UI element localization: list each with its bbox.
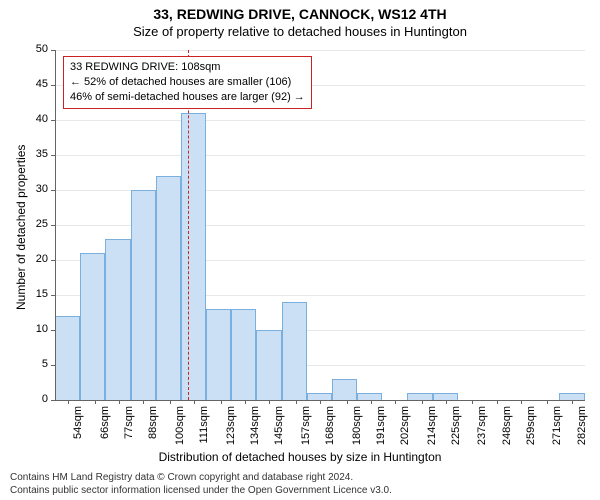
x-tick-label: 225sqm bbox=[450, 406, 462, 454]
x-tick-label: 134sqm bbox=[249, 406, 261, 454]
histogram-bar bbox=[256, 330, 281, 400]
x-tick-label: 145sqm bbox=[273, 406, 285, 454]
y-tick-label: 35 bbox=[20, 148, 48, 160]
x-tick-label: 214sqm bbox=[426, 406, 438, 454]
footer-line1: Contains HM Land Registry data © Crown c… bbox=[10, 472, 392, 485]
histogram-bar bbox=[181, 113, 206, 400]
y-tick-label: 40 bbox=[20, 113, 48, 125]
histogram-bar bbox=[433, 393, 458, 400]
x-tick-label: 54sqm bbox=[72, 406, 84, 454]
annotation-line2: ← 52% of detached houses are smaller (10… bbox=[70, 75, 305, 90]
y-tick-label: 50 bbox=[20, 43, 48, 55]
histogram-bar bbox=[131, 190, 156, 400]
histogram-bar bbox=[282, 302, 307, 400]
x-tick-label: 202sqm bbox=[399, 406, 411, 454]
y-tick-label: 15 bbox=[20, 288, 48, 300]
chart-title: 33, REDWING DRIVE, CANNOCK, WS12 4TH bbox=[0, 6, 600, 22]
y-tick-label: 5 bbox=[20, 358, 48, 370]
annotation-box: 33 REDWING DRIVE: 108sqm ← 52% of detach… bbox=[63, 56, 312, 109]
x-tick-label: 77sqm bbox=[123, 406, 135, 454]
x-tick-label: 282sqm bbox=[576, 406, 588, 454]
histogram-bar bbox=[206, 309, 231, 400]
x-tick-label: 111sqm bbox=[198, 406, 210, 454]
histogram-bar bbox=[55, 316, 80, 400]
x-tick-label: 248sqm bbox=[501, 406, 513, 454]
histogram-bar bbox=[559, 393, 586, 400]
x-tick-label: 66sqm bbox=[99, 406, 111, 454]
gridline bbox=[55, 120, 585, 121]
x-tick-label: 191sqm bbox=[375, 406, 387, 454]
y-axis-line bbox=[55, 50, 56, 400]
histogram-bar bbox=[105, 239, 130, 400]
y-tick-label: 25 bbox=[20, 218, 48, 230]
x-tick-label: 271sqm bbox=[551, 406, 563, 454]
x-tick-label: 168sqm bbox=[324, 406, 336, 454]
y-tick-label: 20 bbox=[20, 253, 48, 265]
footer: Contains HM Land Registry data © Crown c… bbox=[10, 472, 392, 497]
y-tick-label: 30 bbox=[20, 183, 48, 195]
histogram-bar bbox=[407, 393, 432, 400]
y-tick-label: 0 bbox=[20, 393, 48, 405]
x-axis-line bbox=[55, 400, 585, 401]
y-tick-label: 45 bbox=[20, 78, 48, 90]
x-tick-label: 123sqm bbox=[225, 406, 237, 454]
histogram-bar bbox=[156, 176, 181, 400]
x-tick-label: 100sqm bbox=[174, 406, 186, 454]
gridline bbox=[55, 155, 585, 156]
x-tick-label: 237sqm bbox=[476, 406, 488, 454]
annotation-line1: 33 REDWING DRIVE: 108sqm bbox=[70, 60, 305, 75]
histogram-bar bbox=[80, 253, 105, 400]
x-tick-label: 88sqm bbox=[147, 406, 159, 454]
annotation-line3: 46% of semi-detached houses are larger (… bbox=[70, 90, 305, 105]
histogram-bar bbox=[307, 393, 332, 400]
chart-container: 33, REDWING DRIVE, CANNOCK, WS12 4TH Siz… bbox=[0, 0, 600, 500]
x-tick-label: 259sqm bbox=[525, 406, 537, 454]
chart-subtitle: Size of property relative to detached ho… bbox=[0, 24, 600, 39]
x-tick-label: 180sqm bbox=[351, 406, 363, 454]
histogram-bar bbox=[332, 379, 357, 400]
x-tick-label: 157sqm bbox=[300, 406, 312, 454]
gridline bbox=[55, 50, 585, 51]
histogram-bar bbox=[357, 393, 382, 400]
histogram-bar bbox=[231, 309, 256, 400]
y-tick-label: 10 bbox=[20, 323, 48, 335]
footer-line2: Contains public sector information licen… bbox=[10, 485, 392, 498]
